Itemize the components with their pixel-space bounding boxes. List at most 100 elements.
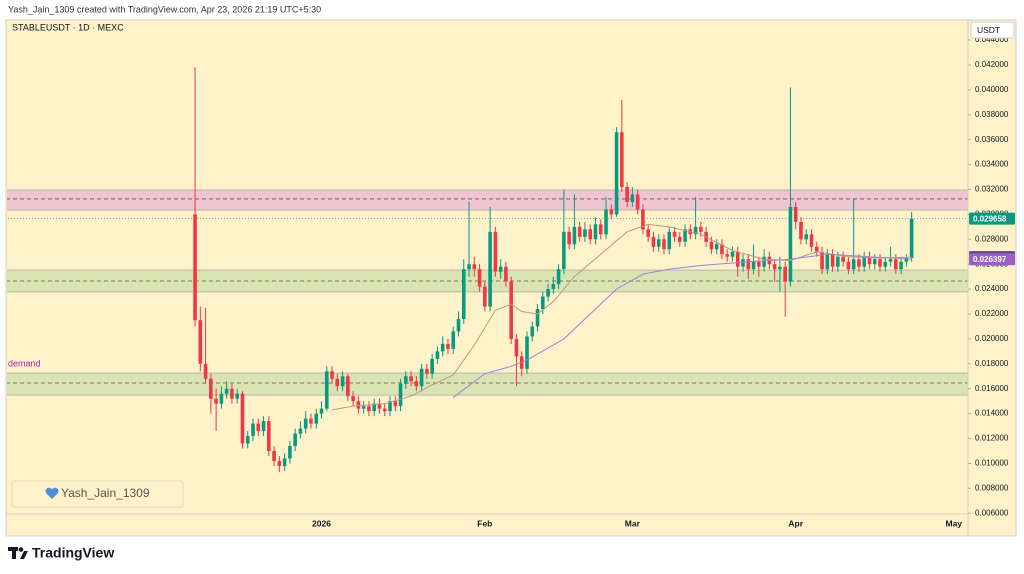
candle-body [883, 261, 888, 267]
candle-body [841, 256, 845, 262]
candle-body [820, 251, 824, 270]
candle-body [641, 209, 645, 230]
y-tick-label: 0.032000 [975, 185, 1009, 194]
candle-body [693, 226, 698, 235]
candle-body [583, 229, 587, 237]
candle-body [677, 236, 682, 242]
candle-body [894, 259, 898, 270]
candle-body [293, 433, 297, 447]
candle-body [272, 450, 276, 461]
heart-icon [45, 487, 59, 499]
candle-body [198, 320, 203, 364]
candle-body [567, 231, 571, 245]
candle-body [356, 401, 361, 409]
candle-body [277, 460, 282, 466]
candle-body [230, 388, 234, 399]
candle-body [857, 259, 861, 267]
y-tick-label: 0.010000 [975, 459, 1009, 468]
candle-body [409, 376, 413, 382]
candle-body [235, 393, 239, 399]
candle-body [319, 408, 324, 414]
candle-body [809, 234, 814, 247]
candle-body [804, 234, 809, 240]
candle-body [388, 401, 392, 412]
y-tick-label: 0.038000 [975, 110, 1009, 119]
candle-body [762, 256, 766, 267]
currency-label[interactable]: USDT [977, 25, 1000, 35]
candle-body [351, 396, 355, 402]
x-tick-label: May [946, 518, 963, 528]
candle-body [741, 259, 745, 267]
candle-body [662, 239, 666, 250]
candle-body [667, 231, 672, 250]
candle-body [562, 231, 566, 270]
y-tick-label: 0.020000 [975, 334, 1009, 343]
candle-body [340, 376, 345, 387]
candle-body [757, 261, 761, 267]
candle-body [367, 406, 371, 412]
candle-body [377, 403, 382, 409]
candle-body [298, 428, 303, 434]
y-tick-label: 0.044000 [975, 35, 1009, 44]
candle-body [699, 226, 703, 232]
candle-body [477, 269, 482, 287]
candle-body [219, 393, 224, 404]
candle-body [793, 206, 798, 222]
candle-body [730, 251, 735, 257]
y-tick-label: 0.042000 [975, 60, 1009, 69]
candle-body [788, 206, 793, 282]
candle-body [846, 261, 851, 270]
logo-dot [18, 547, 24, 552]
moving-average [331, 223, 912, 411]
y-tick-label: 0.036000 [975, 135, 1009, 144]
candle-body [398, 383, 403, 407]
candle-body [588, 229, 593, 240]
candle-body [193, 214, 197, 321]
y-tick-label: 0.034000 [975, 160, 1009, 169]
candle-body [551, 284, 556, 290]
candle-body [783, 266, 787, 282]
candle-body [525, 336, 529, 369]
candle-body [614, 132, 619, 215]
plot-area [7, 67, 968, 473]
logo-slash [20, 551, 28, 559]
chart-title: STABLEUSDT · 1D · MEXC [12, 22, 124, 32]
y-tick-label: 0.024000 [975, 284, 1009, 293]
ma-price-label-box [969, 253, 1015, 266]
candle-body [593, 224, 598, 240]
logo-stem [12, 547, 16, 559]
candle-body [509, 281, 513, 339]
candle-body [240, 393, 245, 444]
candle-body [435, 351, 440, 359]
candle-body [751, 261, 756, 270]
candle-body [899, 261, 903, 270]
candle-body [720, 244, 724, 255]
candle-body [541, 296, 545, 310]
candle-body [620, 132, 624, 187]
candle-body [267, 421, 271, 451]
candle-body [324, 371, 329, 409]
candle-body [746, 259, 751, 270]
candle-body [446, 343, 450, 349]
candle-body [209, 378, 213, 399]
candle-body [251, 423, 255, 437]
candle-body [904, 257, 909, 262]
candle-body [419, 368, 424, 387]
zone [7, 372, 968, 396]
candle-body [256, 423, 261, 432]
candle-body [404, 376, 408, 384]
candle-body [451, 331, 456, 349]
candle-body [504, 266, 508, 282]
currency-box[interactable] [970, 21, 1015, 39]
zone-label: demand [8, 358, 41, 368]
watermark-box [11, 480, 184, 508]
candle-body [372, 403, 376, 412]
ma-price-label: 0.026397 [973, 255, 1007, 264]
x-tick-label: 2026 [312, 518, 331, 528]
candle-body [572, 226, 577, 245]
candle-body [598, 224, 603, 235]
candle-body [461, 269, 466, 319]
candle-body [851, 259, 856, 270]
y-tick-label: 0.006000 [975, 508, 1009, 517]
